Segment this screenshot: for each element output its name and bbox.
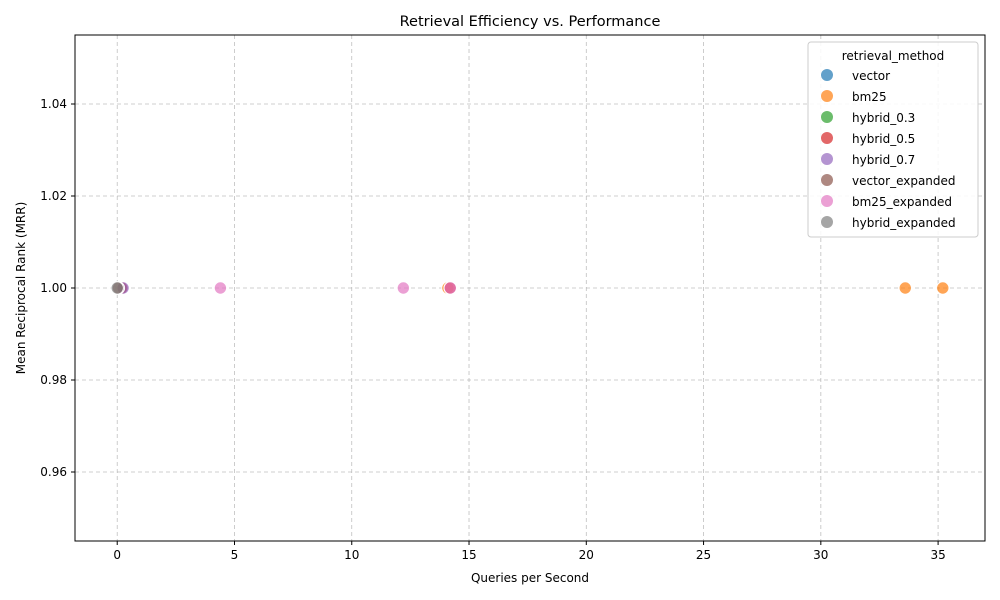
y-tick-label: 1.00 [40, 281, 67, 295]
y-axis-label: Mean Reciprocal Rank (MRR) [14, 202, 28, 375]
data-point-bm25-expanded [213, 281, 228, 295]
x-tick-label: 20 [579, 548, 594, 562]
legend-marker [821, 111, 833, 123]
legend-entry-label: bm25_expanded [852, 195, 952, 209]
y-axis: 0.96 0.98 1.00 1.02 1.04 [40, 97, 75, 479]
data-point-bm25-expanded [443, 281, 457, 295]
x-tick-label: 35 [930, 548, 945, 562]
data-point-bm25-expanded [396, 281, 411, 295]
legend-marker [821, 216, 833, 228]
x-tick-label: 10 [344, 548, 359, 562]
chart-title: Retrieval Efficiency vs. Performance [400, 14, 661, 30]
legend-entry-label: vector [852, 69, 890, 83]
legend-marker [821, 90, 833, 102]
x-tick-label: 0 [113, 548, 121, 562]
y-tick-label: 1.04 [40, 97, 67, 111]
legend-marker [821, 69, 833, 81]
legend-box [807, 41, 979, 238]
x-axis: 0 5 10 15 20 25 30 35 [113, 541, 946, 562]
x-tick-label: 30 [813, 548, 828, 562]
legend-entry-label: hybrid_0.3 [852, 111, 915, 125]
legend-marker [821, 195, 833, 207]
x-axis-label: Queries per Second [471, 571, 589, 585]
y-tick-label: 0.96 [40, 465, 67, 479]
x-tick-label: 15 [461, 548, 476, 562]
data-point-bm25 [936, 281, 950, 295]
legend-marker [821, 153, 833, 165]
legend: retrieval_method vector bm25 hybrid_0.3hyb… [807, 41, 979, 238]
x-tick-label: 5 [231, 548, 239, 562]
legend-marker [821, 174, 833, 186]
legend-entry-label: hybrid_0.5 [852, 132, 915, 146]
data-points [110, 281, 950, 295]
legend-entry-label: hybrid_0.7 [852, 153, 915, 167]
x-tick-label: 25 [696, 548, 711, 562]
y-tick-label: 1.02 [40, 189, 67, 203]
y-tick-label: 0.98 [40, 373, 67, 387]
data-point-hybrid-expanded [110, 281, 124, 295]
legend-entry-label: vector_expanded [852, 174, 956, 188]
legend-marker [821, 132, 833, 144]
legend-entry-label: bm25 [852, 90, 887, 104]
data-point-bm25 [898, 281, 912, 295]
legend-entry-label: hybrid_expanded [852, 216, 956, 230]
legend-title: retrieval_method [842, 49, 945, 63]
